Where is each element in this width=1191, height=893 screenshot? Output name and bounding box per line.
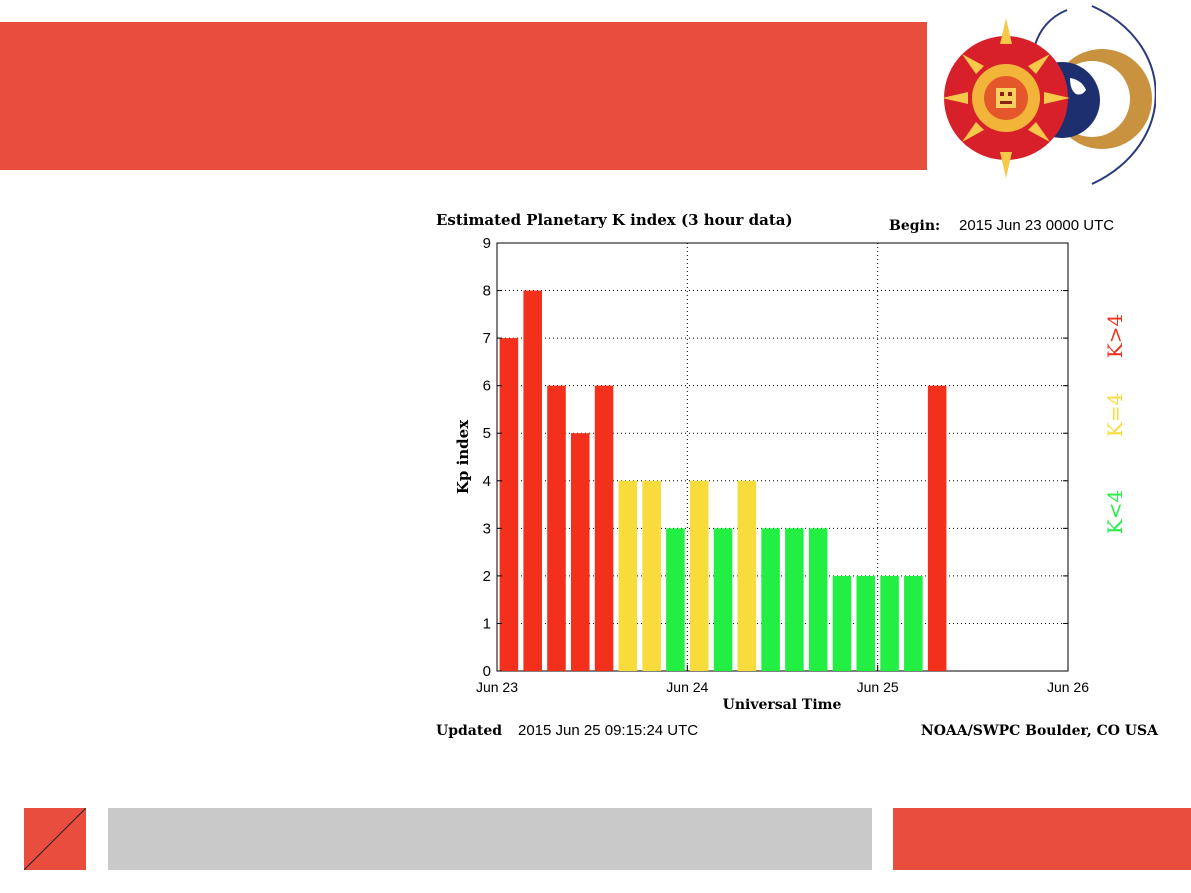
y-tick-label: 0 [483,663,491,680]
y-tick-label: 2 [483,568,491,585]
x-ticks: Jun 23 Jun 24 Jun 25 Jun 26 [476,665,1089,695]
sun-earth-moon-logo-icon [942,4,1157,186]
kp-bar [808,528,828,671]
kp-bar [689,480,709,671]
legend-item: K<4 [1103,490,1127,534]
y-tick-label: 6 [483,378,491,395]
legend: K<4 K=4 K>4 [1103,314,1127,534]
y-tick-label: 8 [483,283,491,300]
plot-frame [496,242,1069,672]
kp-bar [904,575,923,671]
begin-value: 2015 Jun 23 0000 UTC [959,217,1114,234]
kp-bar [737,480,757,671]
y-tick-label: 1 [483,615,491,632]
kp-bar [570,433,590,671]
kp-bar [499,338,519,671]
kp-index-chart: Estimated Planetary K index (3 hour data… [426,200,1166,750]
kp-bar [618,480,638,671]
x-tick-label: Jun 23 [476,679,518,695]
x-tick-label: Jun 24 [666,679,708,695]
kp-bar [761,528,780,671]
kp-bar [832,575,852,671]
kp-bar [642,480,661,671]
y-axis-label: Kp index [454,419,472,494]
kp-bar [856,575,876,671]
footer-bar [108,808,872,870]
updated-value: 2015 Jun 25 09:15:24 UTC [518,722,698,739]
y-tick-label: 4 [483,473,491,490]
legend-item: K>4 [1103,314,1127,358]
kp-bar [547,385,566,671]
x-axis-label: Universal Time [723,697,842,713]
kp-index-chart-svg: Estimated Planetary K index (3 hour data… [436,211,1159,739]
updated-label: Updated [436,723,502,739]
bars-group [499,290,947,671]
bottom-corner-square [23,807,87,871]
kp-bar [927,385,947,671]
kp-bar [666,528,685,671]
x-tick-label: Jun 26 [1047,679,1089,695]
source-credit: NOAA/SWPC Boulder, CO USA [921,723,1159,739]
grid-lines [497,243,1068,671]
top-banner [0,22,927,170]
y-ticks: 0 1 2 3 4 5 6 7 8 9 [483,235,1068,680]
kp-bar [785,528,804,671]
y-tick-label: 5 [483,425,491,442]
kp-bar [880,575,899,671]
kp-bar [713,528,733,671]
y-tick-label: 3 [483,520,491,537]
kp-bar [523,290,542,671]
diagonal-line-icon [23,807,87,871]
legend-item: K=4 [1103,393,1127,437]
begin-label: Begin: [889,218,940,234]
footer-accent [893,808,1191,870]
y-tick-label: 7 [483,330,491,347]
x-tick-label: Jun 25 [857,679,899,695]
y-tick-label: 9 [483,235,491,252]
chart-title: Estimated Planetary K index (3 hour data… [436,211,793,229]
kp-bar [594,385,614,671]
